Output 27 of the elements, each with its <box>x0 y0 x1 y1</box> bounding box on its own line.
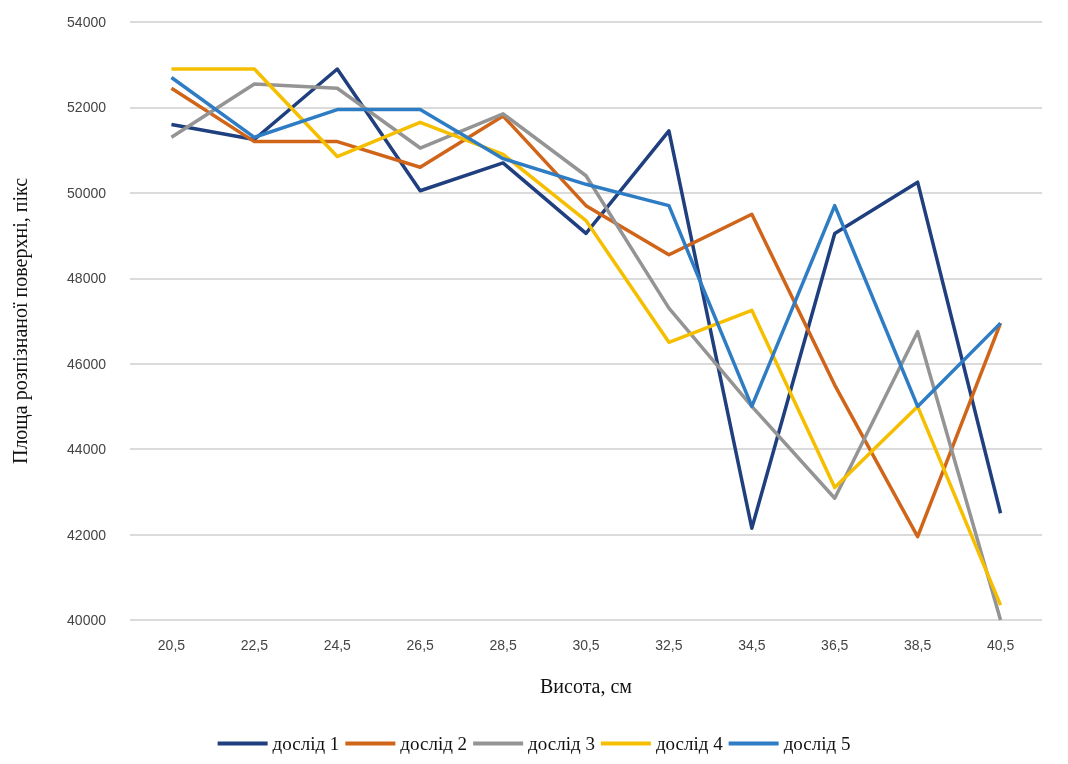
x-tick-label: 32,5 <box>655 637 683 653</box>
y-tick-label: 48000 <box>67 270 107 287</box>
legend-label: дослід 2 <box>400 733 468 754</box>
legend-label: дослід 1 <box>272 733 340 754</box>
x-tick-label: 20,5 <box>157 637 186 653</box>
x-tick-label: 30,5 <box>572 637 600 653</box>
y-tick-label: 52000 <box>67 99 107 116</box>
y-tick-label: 46000 <box>67 355 107 372</box>
x-tick-label: 26,5 <box>406 637 435 653</box>
x-tick-label: 24,5 <box>323 637 352 653</box>
x-axis-title: Висота, см <box>539 675 633 697</box>
y-tick-label: 50000 <box>67 184 107 201</box>
y-tick-label: 42000 <box>67 526 107 543</box>
x-tick-label: 36,5 <box>821 637 849 653</box>
x-tick-label: 22,5 <box>240 637 269 653</box>
y-tick-label: 44000 <box>67 441 107 458</box>
legend-label: дослід 3 <box>528 733 595 754</box>
y-tick-label: 40000 <box>67 612 107 628</box>
x-tick-label: 28,5 <box>489 637 517 653</box>
x-tick-label: 40,5 <box>986 637 1015 653</box>
x-tick-label: 34,5 <box>738 637 766 653</box>
legend-label: дослід 5 <box>783 733 851 754</box>
y-axis-title: Площа розпізнаної поверхні, пікс <box>9 177 32 465</box>
legend-label: дослід 4 <box>655 733 724 754</box>
y-tick-label: 54000 <box>67 14 107 30</box>
x-tick-label: 38,5 <box>904 637 932 653</box>
line-series <box>169 75 1003 409</box>
